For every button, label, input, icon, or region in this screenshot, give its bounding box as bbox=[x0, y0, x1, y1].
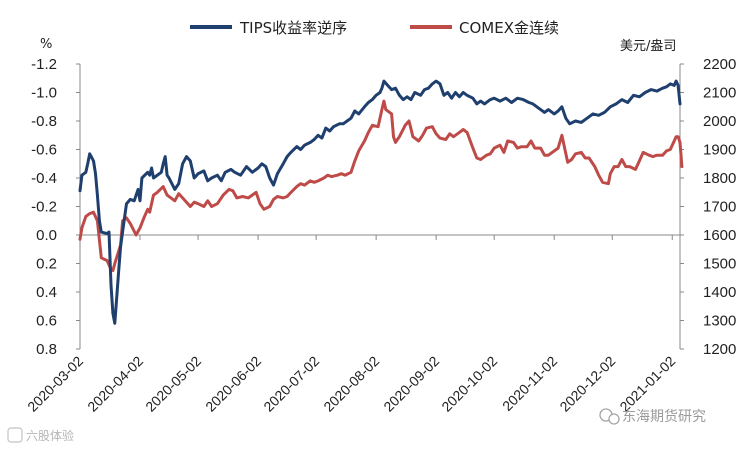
left-axis-ticks: -1.2 -1.0 -0.8 -0.6 -0.4 -0.2 0.0 0.2 0.4 0.6 0.8 bbox=[31, 56, 80, 358]
right-tick-label: 1600 bbox=[703, 227, 736, 244]
left-tick-label: 0.6 bbox=[36, 313, 57, 330]
right-tick-label: 1200 bbox=[703, 341, 736, 358]
right-tick-label: 1300 bbox=[703, 313, 736, 330]
left-tick-label: -0.8 bbox=[31, 113, 57, 130]
x-axis-ticks: 2020-03-022020-04-022020-05-022020-06-02… bbox=[24, 235, 679, 415]
right-axis-ticks: 1200 1300 1400 1500 1600 1700 1800 1900 2000 2100… bbox=[680, 56, 736, 358]
watermark-wechat: 东海期货研究 bbox=[599, 408, 706, 425]
right-tick-label: 2000 bbox=[703, 113, 736, 130]
left-axis-unit: % bbox=[40, 37, 52, 52]
series-line-gold bbox=[78, 99, 684, 273]
left-tick-label: -0.4 bbox=[31, 170, 57, 187]
watermark-left: 六股体验 bbox=[7, 427, 74, 443]
right-tick-label: 2200 bbox=[703, 56, 736, 73]
watermark-left-text: 六股体验 bbox=[26, 428, 74, 443]
left-tick-label: 0.0 bbox=[36, 227, 57, 244]
x-tick-label: 2020-05-02 bbox=[142, 353, 204, 415]
x-tick-label: 2020-08-02 bbox=[320, 353, 382, 415]
left-tick-label: -0.2 bbox=[31, 199, 57, 216]
series-line-tips bbox=[78, 79, 682, 325]
left-tick-label: 0.8 bbox=[36, 341, 57, 358]
legend: TIPS收益率逆序 COMEX金连续 bbox=[190, 19, 559, 37]
right-axis-unit: 美元/盎司 bbox=[620, 39, 676, 54]
left-tick-label: -1.0 bbox=[31, 85, 57, 102]
right-tick-label: 1400 bbox=[703, 284, 736, 301]
wechat-icon bbox=[599, 408, 620, 425]
left-tick-label: -0.6 bbox=[31, 142, 57, 159]
x-tick-label: 2020-11-02 bbox=[499, 353, 560, 414]
x-tick-label: 2020-09-02 bbox=[380, 353, 442, 415]
x-tick-label: 2021-01-02 bbox=[616, 353, 678, 415]
right-tick-label: 1900 bbox=[703, 142, 736, 159]
x-tick-label: 2020-07-02 bbox=[260, 353, 322, 415]
x-tick-label: 2020-06-02 bbox=[202, 353, 264, 415]
left-tick-label: -1.2 bbox=[31, 56, 57, 73]
left-tick-label: 0.2 bbox=[36, 256, 57, 273]
x-tick-label: 2020-10-02 bbox=[438, 353, 500, 415]
legend-label-gold: COMEX金连续 bbox=[459, 19, 559, 37]
x-tick-label: 2020-03-02 bbox=[24, 353, 86, 415]
right-tick-label: 2100 bbox=[703, 85, 736, 102]
series-layer bbox=[78, 79, 684, 325]
right-tick-label: 1700 bbox=[703, 199, 736, 216]
right-tick-label: 1800 bbox=[703, 170, 736, 187]
right-tick-label: 1500 bbox=[703, 256, 736, 273]
left-tick-label: 0.4 bbox=[36, 284, 57, 301]
legend-label-tips: TIPS收益率逆序 bbox=[239, 19, 347, 37]
watermark-text: 东海期货研究 bbox=[622, 408, 706, 425]
x-tick-label: 2020-12-02 bbox=[556, 353, 618, 415]
watermark-logo-icon bbox=[7, 427, 23, 443]
x-tick-label: 2020-04-02 bbox=[84, 353, 146, 415]
